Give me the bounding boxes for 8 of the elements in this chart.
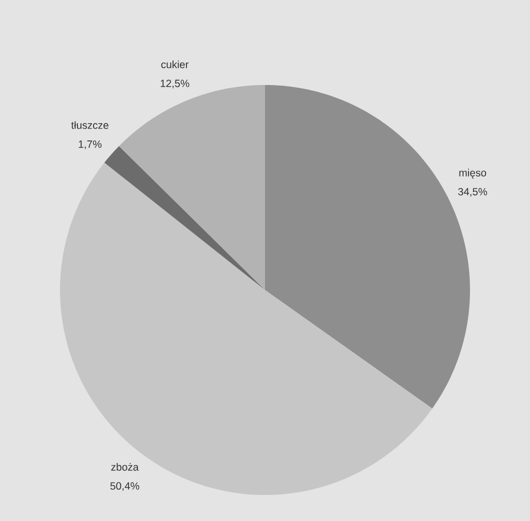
- slice-label: mięso: [459, 168, 486, 179]
- slice-label: cukier: [161, 60, 189, 68]
- data-label: 34,5%: [458, 188, 488, 197]
- data-label: 50,4%: [110, 482, 140, 491]
- slice-label: tłuszcze: [71, 121, 108, 129]
- data-label: 12,5%: [160, 80, 190, 88]
- slice-label: zboża: [111, 463, 139, 471]
- data-label: 1,7%: [78, 140, 102, 150]
